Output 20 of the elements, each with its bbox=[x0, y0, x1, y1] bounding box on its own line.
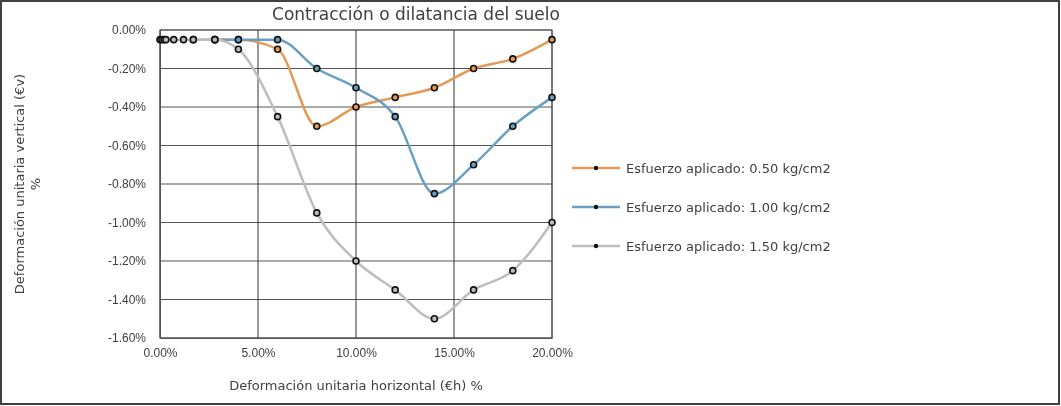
y-tick-label: -0.20% bbox=[107, 61, 147, 76]
x-tick-label: 0.00% bbox=[143, 345, 178, 360]
y-tick-label: -1.00% bbox=[107, 215, 147, 230]
x-tick-label: 20.00% bbox=[532, 345, 574, 360]
x-tick-label: 10.00% bbox=[336, 345, 378, 360]
y-tick-label: -1.40% bbox=[107, 292, 147, 307]
y-tick-label: -1.20% bbox=[107, 254, 147, 269]
legend-label: Esfuerzo aplicado: 1.00 kg/cm2 bbox=[626, 200, 831, 215]
y-tick-label: -0.80% bbox=[107, 177, 147, 192]
x-tick-label: 5.00% bbox=[241, 345, 276, 360]
legend-label: Esfuerzo aplicado: 1.50 kg/cm2 bbox=[626, 239, 831, 254]
x-tick-label: 15.00% bbox=[434, 345, 476, 360]
x-axis-title: Deformación unitaria horizontal (€h) % bbox=[229, 378, 483, 393]
y-tick-label: -0.60% bbox=[107, 138, 147, 153]
y-axis-title: Deformación unitaria vertical (€v) % bbox=[12, 73, 43, 295]
y-tick-label: -1.60% bbox=[107, 331, 147, 346]
y-tick-label: -0.40% bbox=[107, 100, 147, 115]
legend-label: Esfuerzo aplicado: 0.50 kg/cm2 bbox=[626, 161, 831, 176]
y-tick-label: 0.00% bbox=[111, 23, 147, 38]
chart-title: Contracción o dilatancia del suelo bbox=[272, 4, 560, 24]
